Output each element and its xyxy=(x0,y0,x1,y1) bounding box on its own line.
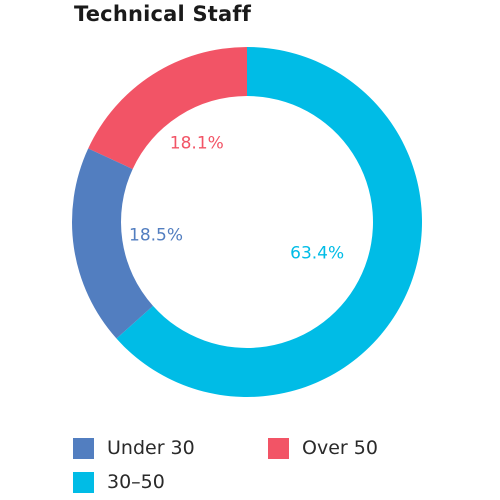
legend-swatch-30-50 xyxy=(73,471,94,493)
legend-swatch-under-30 xyxy=(73,437,94,459)
legend-item-under-30: Under 30 xyxy=(73,436,195,460)
chart-title: Technical Staff xyxy=(74,2,252,26)
slice-over-50 xyxy=(88,47,248,170)
slice-30-50 xyxy=(116,47,422,397)
legend-label-30-50: 30–50 xyxy=(107,471,165,493)
legend-swatch-over-50 xyxy=(268,437,289,459)
slice-label-under-30: 18.5% xyxy=(129,226,183,246)
legend-label-over-50: Over 50 xyxy=(302,437,378,459)
legend-item-over-50: Over 50 xyxy=(268,436,378,460)
slice-under-30 xyxy=(72,148,154,339)
slice-label-over-50: 18.1% xyxy=(170,133,224,153)
slice-label-30-50: 63.4% xyxy=(290,243,344,263)
legend-label-under-30: Under 30 xyxy=(107,437,195,459)
legend-item-30-50: 30–50 xyxy=(73,470,165,494)
